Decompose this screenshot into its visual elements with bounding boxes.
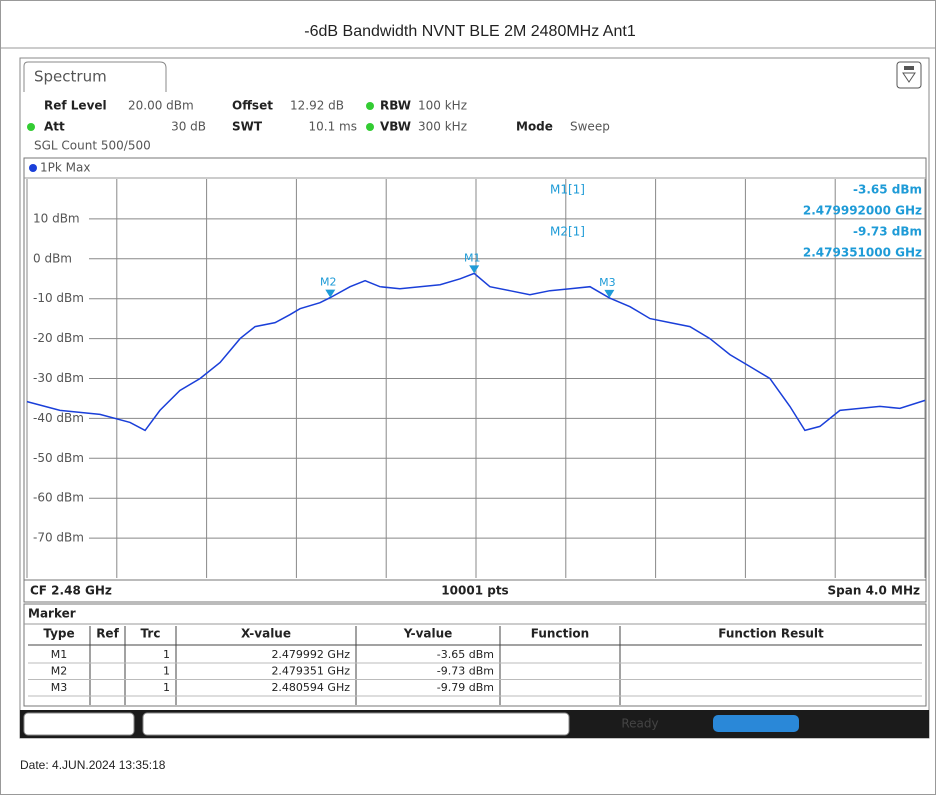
status-field[interactable] (23, 712, 135, 736)
status-text: Ready (621, 717, 658, 731)
points: 10001 pts (441, 584, 508, 598)
setting-value: Sweep (570, 120, 610, 134)
setting-label: RBW (380, 99, 411, 113)
y-tick-label: -70 dBm (33, 531, 84, 545)
setting-value: 300 kHz (418, 120, 467, 134)
table-cell: 1 (163, 681, 170, 694)
readout-name: M2[1] (550, 225, 585, 239)
setting-label: Offset (232, 99, 273, 113)
column-header: Type (43, 627, 74, 641)
date: Date: 4.JUN.2024 13:35:18 (20, 758, 166, 772)
table-cell: -9.79 dBm (437, 681, 494, 694)
trace (26, 272, 926, 432)
table-cell: -3.65 dBm (437, 648, 494, 661)
y-tick-label: 10 dBm (33, 211, 80, 225)
y-tick-label: -40 dBm (33, 411, 84, 425)
column-header: X-value (241, 627, 291, 641)
readout-level: -9.73 dBm (853, 225, 922, 239)
setting-value: 12.92 dB (290, 99, 344, 113)
menu-icon[interactable] (896, 61, 922, 89)
table-cell: M1 (51, 648, 68, 661)
column-header: Y-value (403, 627, 453, 641)
table-cell: M2 (51, 665, 68, 678)
status-field[interactable] (142, 712, 570, 736)
table-cell: 2.479992 GHz (271, 648, 350, 661)
setting-value: 20.00 dBm (128, 99, 194, 113)
marker-label: M1 (464, 251, 481, 264)
y-tick-label: -60 dBm (33, 491, 84, 505)
setting-value: 100 kHz (418, 99, 467, 113)
menu-icon-arrow (902, 72, 916, 83)
readout-freq: 2.479992000 GHz (803, 204, 922, 218)
status-dot (366, 102, 374, 110)
marker (604, 289, 615, 298)
table-cell: 1 (163, 648, 170, 661)
setting-label: Att (44, 120, 65, 134)
marker (469, 265, 480, 274)
marker-label: M2 (320, 276, 337, 289)
trace-dot (29, 164, 37, 172)
setting-label: VBW (380, 120, 411, 134)
plot-frame (23, 157, 927, 603)
column-header: Function Result (718, 627, 824, 641)
menu-icon-bar (904, 66, 914, 70)
table-cell: M3 (51, 681, 68, 694)
sgl-count: SGL Count 500/500 (34, 139, 151, 153)
table-cell: -9.73 dBm (437, 665, 494, 678)
marker-table-title: Marker (28, 607, 76, 621)
status-dot (366, 123, 374, 131)
status-dot (27, 123, 35, 131)
column-header: Trc (141, 627, 161, 641)
page-title: -6dB Bandwidth NVNT BLE 2M 2480MHz Ant1 (304, 23, 636, 40)
column-header: Function (531, 627, 589, 641)
table-cell: 2.479351 GHz (271, 665, 350, 678)
setting-label: SWT (232, 120, 263, 134)
marker-label: M3 (599, 276, 616, 289)
marker (325, 289, 336, 298)
readout-level: -3.65 dBm (853, 183, 922, 197)
span: Span 4.0 MHz (828, 584, 920, 598)
column-header: Ref (96, 627, 119, 641)
tab[interactable] (23, 61, 167, 92)
setting-value: 30 dB (171, 120, 206, 134)
marker-table-frame (23, 603, 927, 707)
readout-name: M1[1] (550, 183, 585, 197)
readout-freq: 2.479351000 GHz (803, 246, 922, 260)
y-tick-label: -50 dBm (33, 451, 84, 465)
table-cell: 1 (163, 665, 170, 678)
tab-label[interactable]: Spectrum (34, 68, 107, 86)
setting-label: Mode (516, 120, 553, 134)
trace-label: 1Pk Max (40, 161, 90, 175)
y-tick-label: -20 dBm (33, 331, 84, 345)
setting-value: 10.1 ms (309, 120, 357, 134)
progress-bar (713, 715, 799, 732)
setting-label: Ref Level (44, 99, 107, 113)
y-tick-label: 0 dBm (33, 251, 72, 265)
y-tick-label: -10 dBm (33, 291, 84, 305)
center-freq: CF 2.48 GHz (30, 584, 112, 598)
y-tick-label: -30 dBm (33, 371, 84, 385)
table-cell: 2.480594 GHz (271, 681, 350, 694)
